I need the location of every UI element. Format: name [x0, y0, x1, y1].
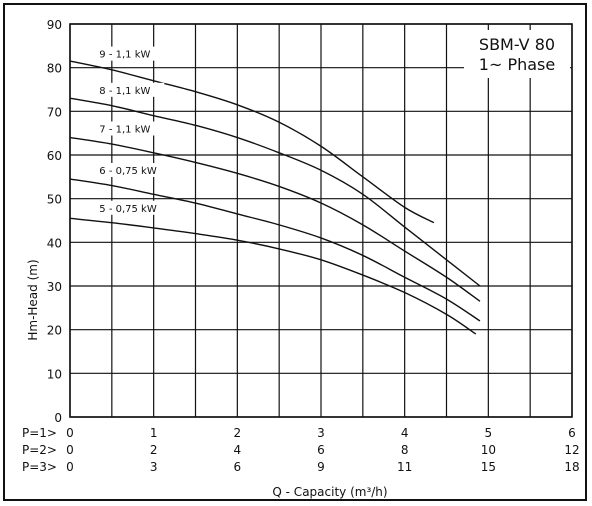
x-scale-row-label: P=2>: [22, 443, 57, 457]
x-tick-layer: P=1> 0 1 2 3 4 5 6P=2> 0 2 4 6 8 10 12P=3> 0 3 6 9 11 15 18: [22, 426, 580, 474]
series-label-background: [96, 162, 171, 177]
y-tick-layer: 0 10 20 30 40 50 60 70 80 90: [47, 18, 62, 425]
x-tick-label: 15: [481, 460, 496, 474]
x-tick-label: 3: [317, 426, 325, 440]
x-tick-label: 6: [568, 426, 576, 440]
x-tick-label: 6: [317, 443, 325, 457]
series-label-background: [96, 200, 171, 215]
x-tick-label: 9: [317, 460, 325, 474]
chart-title-line-2: 1~ Phase: [479, 55, 555, 74]
series-line: [69, 136, 481, 302]
y-tick-label: 30: [47, 280, 62, 294]
x-axis-title: Q - Capacity (m³/h): [272, 485, 387, 499]
y-tick-label: 40: [47, 236, 62, 250]
series-label-background: [96, 121, 165, 136]
x-tick-label: 2: [150, 443, 158, 457]
series-line: [69, 97, 481, 287]
plot-border: [69, 23, 573, 418]
x-tick-label: 18: [564, 460, 579, 474]
chart-title-background: [464, 30, 570, 78]
x-tick-label: 12: [564, 443, 579, 457]
curve-layer: 9 - 1,1 kW 8 - 1,1 kW 7 - 1,1 kW 6 - 0,75 k…: [69, 46, 481, 335]
x-tick-label: 3: [150, 460, 158, 474]
y-tick-label: 10: [47, 367, 62, 381]
y-tick-label: 80: [47, 62, 62, 76]
x-scale-row-label: P=1>: [22, 426, 57, 440]
series-line: [69, 217, 477, 335]
series-line: [69, 60, 435, 224]
x-tick-label: 4: [234, 443, 242, 457]
series-label: 5 - 0,75 kW: [99, 204, 157, 215]
series-label: 9 - 1,1 kW: [99, 50, 150, 61]
y-tick-label: 20: [47, 324, 62, 338]
x-tick-label: 0: [66, 460, 74, 474]
x-scale-row-label: P=3>: [22, 460, 57, 474]
y-tick-label: 50: [47, 193, 62, 207]
x-tick-label: 2: [234, 426, 242, 440]
x-tick-label: 5: [485, 426, 493, 440]
y-tick-label: 0: [54, 411, 62, 425]
series-line: [69, 178, 481, 322]
x-tick-label: 11: [397, 460, 412, 474]
x-tick-label: 4: [401, 426, 409, 440]
chart-title-line-1: SBM-V 80: [479, 35, 555, 54]
series-label: 8 - 1,1 kW: [99, 86, 150, 97]
x-tick-label: 1: [150, 426, 158, 440]
x-tick-label: 0: [66, 443, 74, 457]
y-tick-label: 60: [47, 149, 62, 163]
y-tick-label: 90: [47, 18, 62, 32]
series-label: 6 - 0,75 kW: [99, 166, 157, 177]
x-tick-label: 10: [481, 443, 496, 457]
x-tick-label: 0: [66, 426, 74, 440]
y-axis-title: Hm-Head (m): [26, 259, 40, 340]
series-label: 7 - 1,1 kW: [99, 125, 150, 136]
chart-title-box: SBM-V 80 1~ Phase: [464, 30, 570, 78]
series-label-background: [96, 82, 165, 97]
grid-layer: [69, 23, 573, 418]
x-tick-label: 6: [234, 460, 242, 474]
x-tick-label: 8: [401, 443, 409, 457]
series-label-background: [96, 46, 165, 61]
y-tick-label: 70: [47, 105, 62, 119]
